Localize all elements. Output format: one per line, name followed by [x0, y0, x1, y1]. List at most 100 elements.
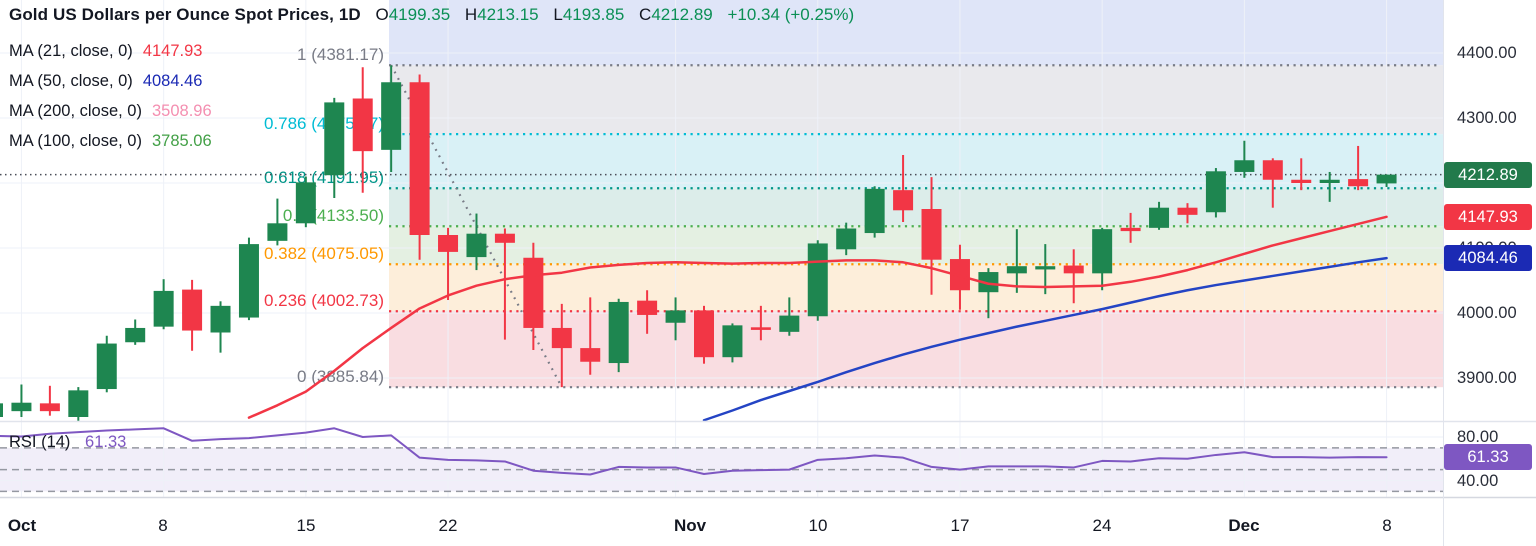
- fib-band: [389, 311, 1443, 388]
- close-value: 4212.89: [651, 5, 713, 24]
- rsi-value-badge: 61.33: [1444, 444, 1532, 471]
- ma21-value-badge: 4147.93: [1444, 203, 1532, 230]
- candle-body: [1063, 265, 1084, 274]
- open-label: O: [375, 5, 389, 24]
- time-axis-label: 15: [296, 516, 316, 535]
- indicator-value: 4147.93: [142, 41, 203, 60]
- last-price-badge: 4212.89: [1444, 161, 1532, 188]
- candle-body: [608, 301, 629, 364]
- high-value: 4213.15: [477, 5, 539, 24]
- fib-level-label: 0.618 (4191.95): [264, 168, 384, 187]
- price-axis-label: 4400.00: [1457, 44, 1517, 62]
- candle-body: [1120, 227, 1141, 232]
- candle-body: [352, 98, 373, 152]
- indicator-legend-row[interactable]: MA (21, close, 0) 4147.93: [9, 36, 212, 66]
- candle-body: [921, 209, 942, 260]
- ma50-value-badge: 4084.46: [1444, 245, 1532, 272]
- candle-body: [949, 259, 970, 291]
- candle-body: [494, 233, 515, 243]
- time-axis-label: 8: [158, 516, 168, 535]
- indicator-legend-row[interactable]: MA (200, close, 0) 3508.96: [9, 96, 212, 126]
- candle-body: [409, 82, 430, 235]
- candle-body: [694, 310, 714, 358]
- time-axis-label: Oct: [7, 516, 37, 535]
- open-value: 4199.35: [388, 5, 451, 24]
- indicator-legend-row[interactable]: MA (50, close, 0) 4084.46: [9, 66, 212, 96]
- indicator-label: MA (21, close, 0): [9, 41, 133, 60]
- candle-body: [551, 327, 572, 349]
- fib-level-label: 0.236 (4002.73): [264, 291, 384, 310]
- candle-body: [238, 244, 259, 318]
- rsi-legend-row[interactable]: RSI (14) 61.33: [9, 433, 126, 452]
- candle-body: [580, 348, 601, 362]
- high-label: H: [464, 5, 478, 24]
- fib-band: [389, 226, 1443, 265]
- candle-body: [1035, 266, 1056, 270]
- candle-body: [125, 327, 146, 343]
- rsi-axis-label: 80.00: [1457, 428, 1499, 446]
- time-axis-label: 24: [1092, 516, 1112, 535]
- candle-body: [210, 305, 231, 333]
- candlestick-series: [0, 65, 1397, 421]
- candle-body: [267, 223, 288, 241]
- low-value: 4193.85: [562, 5, 625, 24]
- candle-body: [381, 82, 402, 150]
- indicator-value: 3785.06: [151, 131, 212, 150]
- close-label: C: [639, 5, 652, 24]
- rsi-axis-label: 40.00: [1457, 471, 1499, 490]
- low-label: L: [553, 5, 563, 24]
- price-axis-label: 4300.00: [1457, 109, 1517, 127]
- fib-band: [389, 188, 1443, 227]
- rsi14-line: [0, 427, 1388, 476]
- candle-body: [1348, 179, 1369, 187]
- price-axis-label: 3900.00: [1457, 369, 1517, 387]
- time-axis-label: 10: [808, 516, 828, 535]
- fib-band: [389, 65, 1443, 135]
- candle-body: [153, 290, 174, 327]
- fib-level-label: 1 (4381.17): [297, 45, 384, 64]
- fib-band-above-1: [389, 0, 1443, 66]
- symbol-title-row[interactable]: Gold US Dollars per Ounce Spot Prices, 1…: [9, 5, 854, 25]
- time-axis-label: 17: [950, 516, 970, 535]
- candle-body: [750, 327, 771, 330]
- candle-body: [324, 102, 345, 176]
- time-axis-label: 22: [438, 516, 458, 535]
- time-axis-label: Nov: [673, 516, 707, 535]
- candle-body: [1376, 174, 1397, 184]
- indicator-legend-row[interactable]: MA (100, close, 0) 3785.06: [9, 126, 212, 156]
- candle-body: [438, 235, 459, 252]
- indicator-value: 3508.96: [151, 101, 212, 120]
- candle-body: [864, 188, 885, 234]
- time-axis-label: Dec: [1228, 516, 1260, 535]
- candle-body: [978, 272, 999, 293]
- candle-body: [1234, 160, 1255, 172]
- candle-body: [1291, 179, 1312, 183]
- indicator-label: MA (100, close, 0): [9, 131, 142, 150]
- indicator-legend: MA (21, close, 0) 4147.93 MA (50, close, 0…: [9, 36, 212, 156]
- candle-body: [1149, 207, 1170, 228]
- candle-body: [665, 310, 686, 323]
- candle-body: [182, 289, 203, 331]
- change-value: +10.34 (+0.25%): [727, 5, 855, 24]
- candle-body: [0, 403, 3, 417]
- candle-body: [722, 325, 743, 358]
- candle-body: [779, 315, 800, 332]
- rsi-label: RSI (14): [9, 433, 71, 451]
- candle-body: [68, 390, 89, 417]
- indicator-label: MA (50, close, 0): [9, 71, 133, 90]
- candle-body: [637, 300, 658, 315]
- candle-body: [1006, 266, 1027, 274]
- fib-level-label: 0.382 (4075.05): [264, 244, 384, 263]
- candle-body: [1177, 207, 1198, 215]
- candle-body: [39, 403, 60, 412]
- candle-body: [466, 233, 487, 258]
- time-axis-label: 8: [1382, 516, 1392, 535]
- candle-body: [893, 190, 914, 211]
- indicator-label: MA (200, close, 0): [9, 101, 142, 120]
- candle-body: [836, 228, 857, 250]
- indicator-value: 4084.46: [142, 71, 203, 90]
